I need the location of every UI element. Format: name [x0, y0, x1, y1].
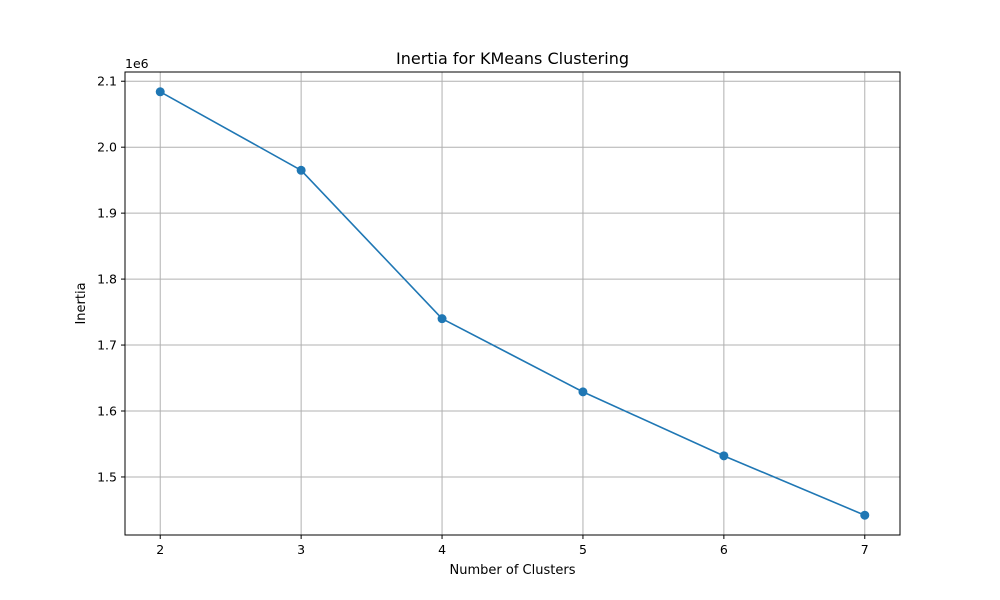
y-tick-label: 1.9 [97, 206, 117, 221]
series-line [159, 91, 866, 516]
x-tick-label: 2 [156, 542, 164, 557]
y-tick-label: 2.0 [97, 140, 117, 155]
x-axis: 2 3 4 5 6 7 [156, 535, 869, 557]
data-point [719, 451, 729, 461]
plot-background [125, 72, 900, 535]
y-tick-label: 1.8 [97, 272, 117, 287]
y-tick-label: 2.1 [97, 74, 117, 89]
data-point [860, 510, 870, 520]
y-axis: 1.5 1.6 1.7 1.8 1.9 2.0 2.1 [97, 74, 125, 484]
x-tick-label: 3 [297, 542, 305, 557]
y-axis-label: Inertia [74, 282, 89, 324]
plot-frame [124, 71, 901, 536]
chart-title: Inertia for KMeans Clustering [396, 49, 629, 68]
y-axis-offset-label: 1e6 [125, 56, 149, 71]
data-point [155, 87, 165, 97]
x-tick-label: 4 [438, 542, 446, 557]
x-tick-label: 7 [861, 542, 869, 557]
series-layer [155, 87, 870, 520]
x-tick-label: 5 [579, 542, 587, 557]
data-point [437, 314, 447, 324]
x-tick-label: 6 [720, 542, 728, 557]
y-tick-label: 1.5 [97, 469, 117, 484]
grid [125, 72, 900, 535]
y-tick-label: 1.6 [97, 404, 117, 419]
x-axis-label: Number of Clusters [450, 563, 576, 578]
plot-area [125, 72, 900, 535]
data-point [578, 387, 588, 397]
data-point [296, 165, 306, 175]
y-tick-label: 1.7 [97, 338, 117, 353]
